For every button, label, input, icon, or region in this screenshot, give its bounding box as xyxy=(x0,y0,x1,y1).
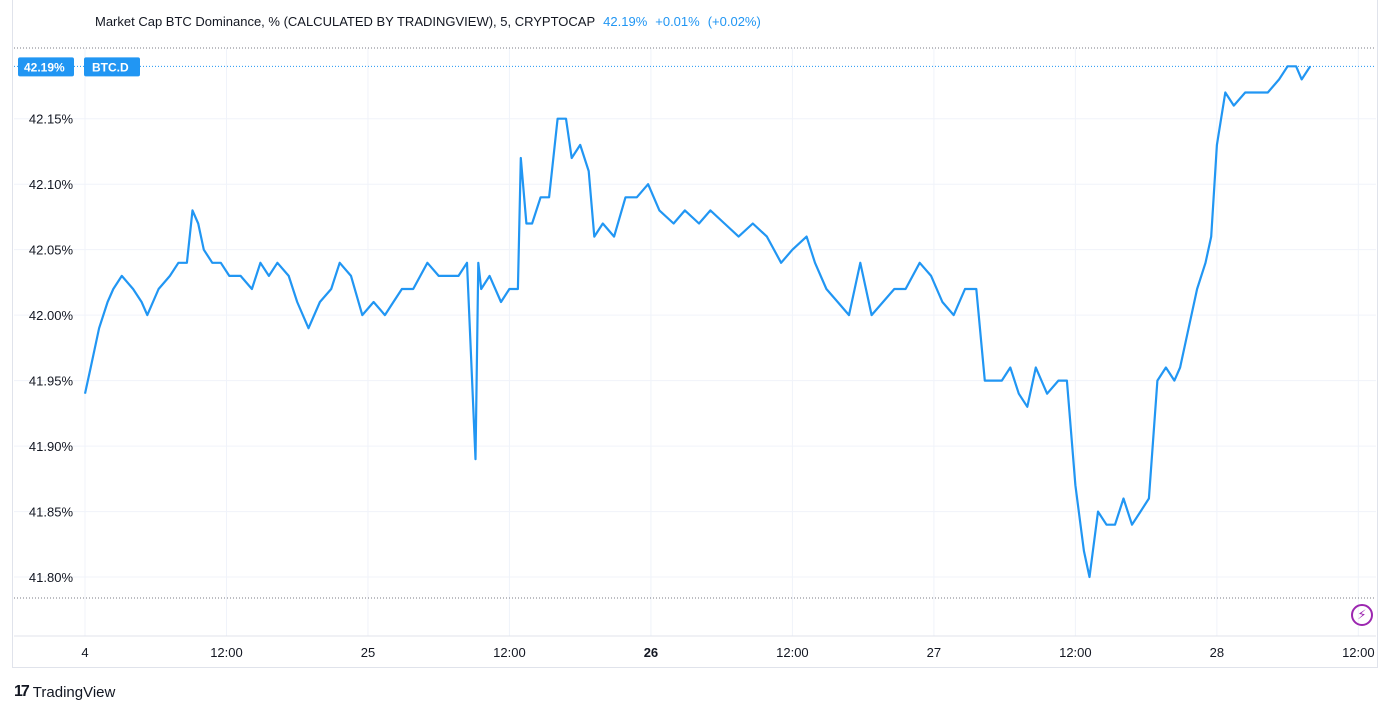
x-tick-label: 4 xyxy=(81,645,88,660)
y-tick-label: 41.85% xyxy=(29,505,74,520)
y-tick-label: 41.90% xyxy=(29,439,74,454)
price-badge-value: 42.19% xyxy=(24,60,65,74)
legend-title: Market Cap BTC Dominance, % (CALCULATED … xyxy=(95,14,596,29)
x-tick-label: 12:00 xyxy=(1342,645,1375,660)
series-line xyxy=(83,65,1312,579)
brand-name: TradingView xyxy=(32,683,116,701)
legend-change-percent: (+0.02%) xyxy=(707,14,761,29)
x-tick-label: 28 xyxy=(1210,645,1224,660)
x-tick-label: 25 xyxy=(361,645,375,660)
y-tick-label: 42.10% xyxy=(29,177,74,192)
y-tick-label: 41.95% xyxy=(29,374,74,389)
y-tick-label: 42.00% xyxy=(29,308,74,323)
tradingview-logo[interactable]: 17 TradingView xyxy=(14,683,115,701)
x-tick-label: 12:00 xyxy=(210,645,243,660)
chart-frame xyxy=(12,0,1378,668)
tradingview-mark-icon: 17 xyxy=(14,683,30,700)
x-tick-label: 12:00 xyxy=(1059,645,1092,660)
chart-legend: Market Cap BTC Dominance, % (CALCULATED … xyxy=(95,14,761,29)
x-tick-label: 26 xyxy=(644,645,658,660)
y-tick-label: 41.80% xyxy=(29,570,74,585)
lightning-icon[interactable]: ⚡ xyxy=(1351,604,1373,626)
symbol-badge-value: BTC.D xyxy=(92,60,129,74)
x-tick-label: 27 xyxy=(927,645,941,660)
symbol-badge xyxy=(84,57,140,77)
price-badge xyxy=(18,57,74,77)
x-tick-label: 12:00 xyxy=(776,645,809,660)
legend-change: +0.01% xyxy=(655,14,700,29)
x-tick-label: 12:00 xyxy=(493,645,526,660)
y-tick-label: 42.05% xyxy=(29,243,74,258)
legend-last-value: 42.19% xyxy=(603,14,648,29)
y-tick-label: 42.15% xyxy=(29,112,74,127)
